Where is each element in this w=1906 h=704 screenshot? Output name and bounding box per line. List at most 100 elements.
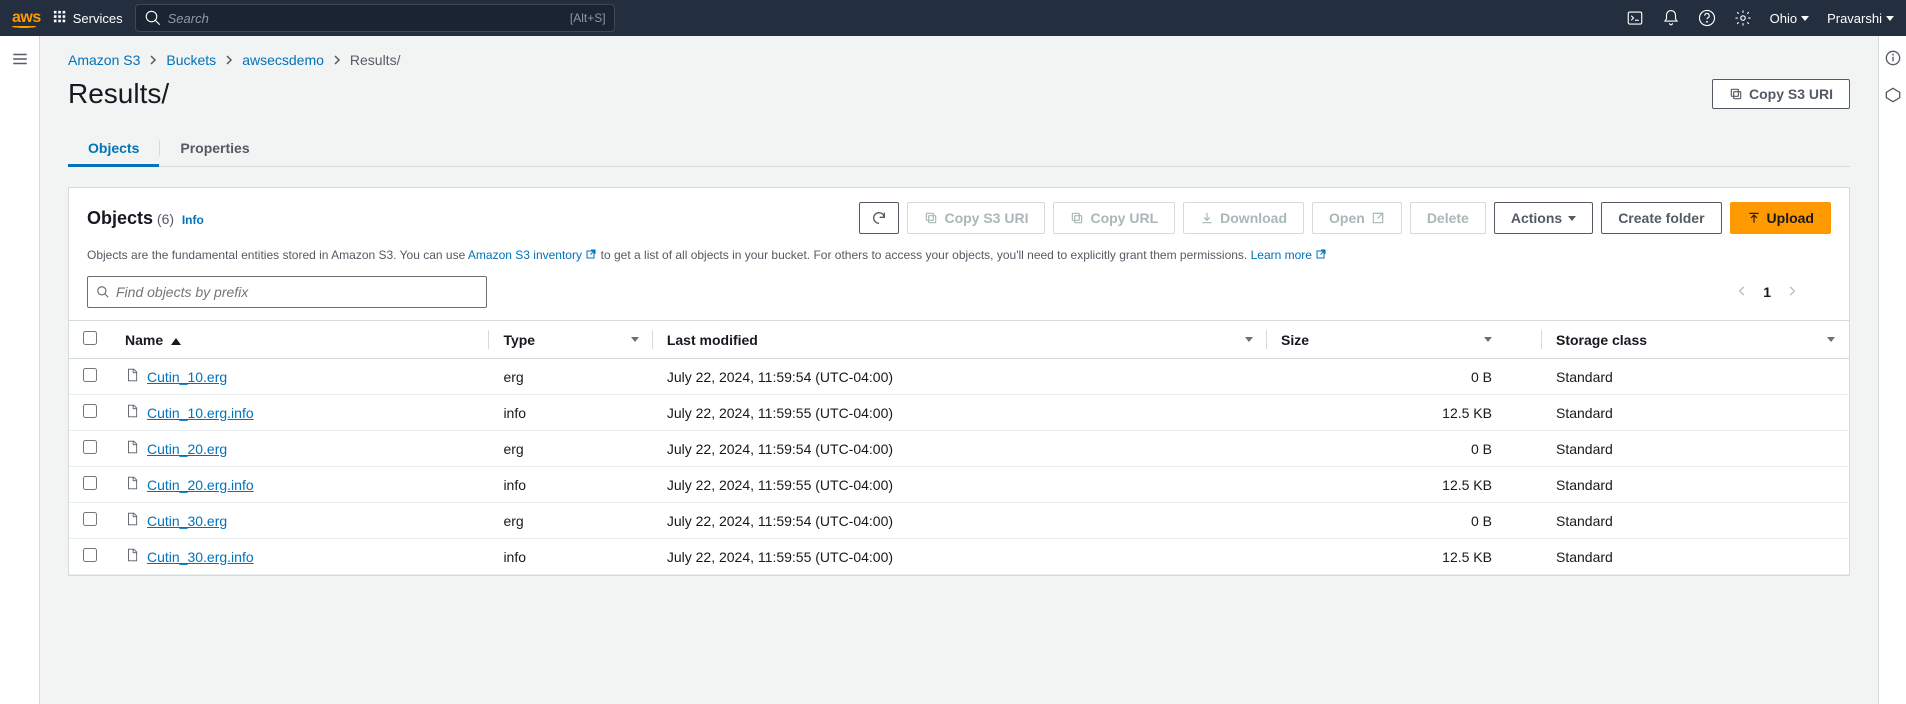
col-size[interactable]: Size <box>1267 321 1542 359</box>
create-folder-button[interactable]: Create folder <box>1601 202 1721 234</box>
table-settings-icon[interactable] <box>1813 283 1831 301</box>
chevron-right-icon <box>224 52 234 68</box>
chevron-down-icon <box>1886 16 1894 21</box>
upload-button[interactable]: Upload <box>1730 202 1831 234</box>
row-checkbox[interactable] <box>83 440 97 454</box>
col-type[interactable]: Type <box>489 321 652 359</box>
settings-icon[interactable] <box>1734 9 1752 27</box>
delete-button[interactable]: Delete <box>1410 202 1486 234</box>
row-checkbox[interactable] <box>83 548 97 562</box>
col-storage[interactable]: Storage class <box>1542 321 1849 359</box>
row-checkbox[interactable] <box>83 404 97 418</box>
inventory-link[interactable]: Amazon S3 inventory <box>468 248 597 262</box>
notifications-icon[interactable] <box>1662 9 1680 27</box>
copy-s3-uri-button[interactable]: Copy S3 URI <box>907 202 1045 234</box>
row-checkbox[interactable] <box>83 512 97 526</box>
copy-url-button[interactable]: Copy URL <box>1053 202 1175 234</box>
object-link[interactable]: Cutin_10.erg <box>147 369 227 385</box>
external-icon <box>1315 247 1327 259</box>
chevron-right-icon <box>148 52 158 68</box>
object-link[interactable]: Cutin_20.erg <box>147 441 227 457</box>
info-icon[interactable] <box>1885 50 1901 69</box>
cell-storage: Standard <box>1542 467 1849 503</box>
object-link[interactable]: Cutin_30.erg.info <box>147 549 254 565</box>
download-button[interactable]: Download <box>1183 202 1304 234</box>
table-row: Cutin_10.erg.info info July 22, 2024, 11… <box>69 395 1849 431</box>
page-number: 1 <box>1763 284 1771 300</box>
sort-asc-icon <box>171 338 181 345</box>
aws-logo[interactable]: aws <box>12 9 41 28</box>
cell-type: erg <box>489 503 652 539</box>
prefix-input[interactable] <box>116 284 478 300</box>
refresh-icon <box>871 210 887 226</box>
account-menu[interactable]: Pravarshi <box>1827 11 1894 26</box>
cell-modified: July 22, 2024, 11:59:55 (UTC-04:00) <box>653 467 1267 503</box>
cloudshell-icon[interactable] <box>1626 9 1644 27</box>
breadcrumb-current: Results/ <box>350 52 401 68</box>
file-icon <box>125 475 139 494</box>
cell-type: erg <box>489 359 652 395</box>
services-label: Services <box>73 11 123 26</box>
cell-type: erg <box>489 431 652 467</box>
table-row: Cutin_30.erg erg July 22, 2024, 11:59:54… <box>69 503 1849 539</box>
breadcrumb-link[interactable]: Amazon S3 <box>68 52 140 68</box>
file-icon <box>125 367 139 386</box>
info-link[interactable]: Info <box>182 213 204 227</box>
top-nav: aws Services [Alt+S] Ohio Pravarshi <box>0 0 1906 36</box>
file-icon <box>125 547 139 566</box>
cell-size: 12.5 KB <box>1267 395 1542 431</box>
file-icon <box>125 511 139 530</box>
table-row: Cutin_20.erg erg July 22, 2024, 11:59:54… <box>69 431 1849 467</box>
table-row: Cutin_10.erg erg July 22, 2024, 11:59:54… <box>69 359 1849 395</box>
cell-size: 12.5 KB <box>1267 467 1542 503</box>
global-search[interactable]: [Alt+S] <box>135 4 615 32</box>
file-icon <box>125 403 139 422</box>
row-checkbox[interactable] <box>83 476 97 490</box>
breadcrumb-link[interactable]: awsecsdemo <box>242 52 324 68</box>
actions-button[interactable]: Actions <box>1494 202 1593 234</box>
region-selector[interactable]: Ohio <box>1770 11 1809 26</box>
learn-more-link[interactable]: Learn more <box>1251 248 1328 262</box>
copy-s3-uri-button[interactable]: Copy S3 URI <box>1712 79 1850 109</box>
cell-storage: Standard <box>1542 503 1849 539</box>
cell-storage: Standard <box>1542 431 1849 467</box>
chevron-down-icon <box>1568 216 1576 221</box>
panel-count: (6) <box>157 211 174 227</box>
search-icon <box>144 9 162 27</box>
col-modified[interactable]: Last modified <box>653 321 1267 359</box>
diagnostic-icon[interactable] <box>1885 87 1901 106</box>
refresh-button[interactable] <box>859 202 899 234</box>
search-input[interactable] <box>168 11 564 26</box>
cell-modified: July 22, 2024, 11:59:55 (UTC-04:00) <box>653 539 1267 575</box>
breadcrumb-link[interactable]: Buckets <box>166 52 216 68</box>
select-all-checkbox[interactable] <box>83 331 97 345</box>
cell-size: 0 B <box>1267 431 1542 467</box>
objects-panel: Objects (6) Info Copy S3 URI Copy URL Do… <box>68 187 1850 576</box>
object-link[interactable]: Cutin_30.erg <box>147 513 227 529</box>
tab-properties[interactable]: Properties <box>160 130 269 166</box>
page-title: Results/ <box>68 78 169 110</box>
row-checkbox[interactable] <box>83 368 97 382</box>
panel-title: Objects <box>87 208 153 228</box>
help-icon[interactable] <box>1698 9 1716 27</box>
open-button[interactable]: Open <box>1312 202 1402 234</box>
upload-icon <box>1747 211 1761 225</box>
cell-modified: July 22, 2024, 11:59:54 (UTC-04:00) <box>653 359 1267 395</box>
search-icon <box>96 285 110 299</box>
col-name[interactable]: Name <box>111 321 489 359</box>
object-link[interactable]: Cutin_10.erg.info <box>147 405 254 421</box>
left-rail <box>0 36 40 704</box>
cell-size: 0 B <box>1267 359 1542 395</box>
external-icon <box>585 247 597 259</box>
file-icon <box>125 439 139 458</box>
prefix-search[interactable] <box>87 276 487 308</box>
prev-page-button[interactable] <box>1735 284 1749 301</box>
hamburger-icon[interactable] <box>11 50 29 704</box>
object-link[interactable]: Cutin_20.erg.info <box>147 477 254 493</box>
tab-objects[interactable]: Objects <box>68 130 159 166</box>
sort-icon <box>1245 337 1253 342</box>
cell-storage: Standard <box>1542 395 1849 431</box>
sort-icon <box>631 337 639 342</box>
services-menu[interactable]: Services <box>53 10 123 27</box>
next-page-button[interactable] <box>1785 284 1799 301</box>
